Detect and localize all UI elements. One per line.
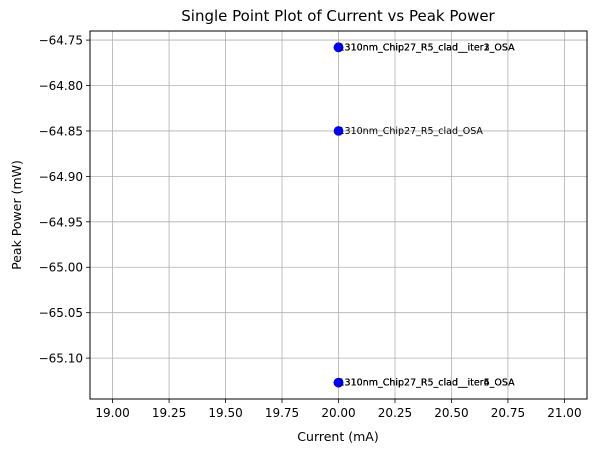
- data-points: [333, 42, 344, 388]
- y-tick-label: −64.90: [39, 170, 83, 184]
- y-tick-label: −65.10: [39, 352, 83, 366]
- y-tick-label: −65.05: [39, 306, 83, 320]
- x-tick-label: 19.50: [208, 406, 242, 420]
- data-point-label: 1310nm_Chip27_R5_clad__iter6_OSA: [339, 378, 516, 389]
- x-tick-label: 21.00: [547, 406, 581, 420]
- y-tick-label: −64.75: [39, 34, 83, 48]
- data-point-label: 1310nm_Chip27_R5_clad_OSA: [339, 126, 484, 137]
- x-tick-label: 20.25: [378, 406, 412, 420]
- y-tick-label: −64.80: [39, 79, 83, 93]
- x-tick-label: 19.00: [95, 406, 129, 420]
- x-tick-label: 19.25: [152, 406, 186, 420]
- data-point-label: 1310nm_Chip27_R5_clad__iter4_OSA: [339, 378, 516, 389]
- data-point-label: 1310nm_Chip27_R5_clad__iter3_OSA: [339, 42, 516, 53]
- data-point-label: 1310nm_Chip27_R5_clad__iter1_OSA: [339, 42, 516, 53]
- y-axis: −64.75 −64.80 −64.85 −64.90 −64.95 −65.00 −65.…: [39, 34, 90, 366]
- point-labels: 1310nm_Chip27_R5_clad__iter1_OSA1310nm_C…: [339, 42, 516, 388]
- chart-title: Single Point Plot of Current vs Peak Pow…: [181, 7, 495, 25]
- y-axis-label: Peak Power (mW): [9, 160, 24, 270]
- x-tick-label: 20.50: [434, 406, 468, 420]
- data-point-label: 1310nm_Chip27_R5_clad__iter2_OSA: [339, 42, 516, 53]
- data-point: [333, 126, 344, 136]
- data-point: [333, 377, 344, 388]
- x-tick-label: 20.75: [491, 406, 525, 420]
- x-tick-label: 20.00: [321, 406, 355, 420]
- grid: [90, 31, 587, 399]
- data-point: [333, 42, 344, 53]
- x-tick-label: 19.75: [265, 406, 299, 420]
- y-tick-label: −64.95: [39, 215, 83, 229]
- data-point-label: 1310nm_Chip27_R5_clad__iter5_OSA: [339, 378, 516, 389]
- x-axis-label: Current (mA): [297, 429, 378, 444]
- y-tick-label: −65.00: [39, 261, 83, 275]
- y-tick-label: −64.85: [39, 124, 83, 138]
- x-axis: 19.00 19.25 19.50 19.75 20.00 20.25 20.50 20.75…: [95, 399, 582, 420]
